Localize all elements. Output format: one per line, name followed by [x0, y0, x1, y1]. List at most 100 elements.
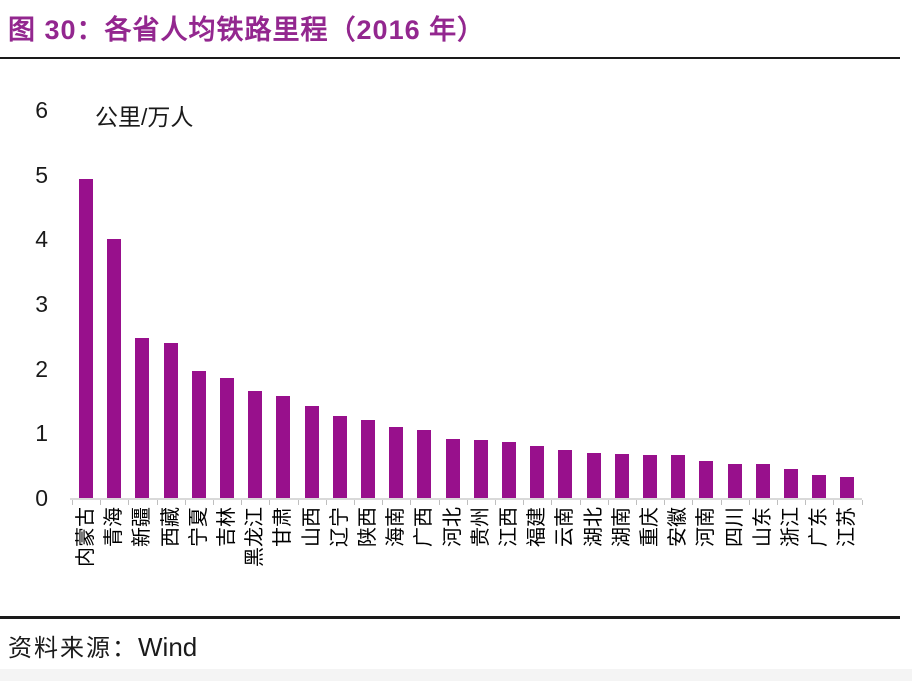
bar — [530, 446, 545, 498]
bar — [755, 464, 770, 498]
bar — [220, 377, 234, 498]
x-axis-category-label: 浙江 — [780, 507, 802, 547]
x-axis-category-label: 贵州 — [469, 507, 492, 547]
x-axis-tick — [325, 500, 327, 505]
bar — [614, 454, 629, 498]
bar — [163, 342, 178, 498]
x-axis-category-label: 湖南 — [610, 507, 633, 547]
x-axis-category-label: 青海 — [103, 507, 126, 547]
bar — [389, 426, 404, 498]
bar — [248, 391, 263, 498]
x-axis-tick — [861, 500, 863, 505]
x-axis-tick — [100, 500, 102, 505]
bar — [332, 415, 347, 498]
bar — [643, 454, 657, 498]
bar — [812, 474, 827, 498]
x-axis-tick — [410, 500, 412, 505]
bar — [361, 419, 375, 498]
y-axis-tick-label: 4 — [35, 226, 48, 253]
bar — [304, 405, 319, 498]
x-axis-category-label: 江苏 — [836, 507, 859, 547]
x-axis-category-label: 四川 — [723, 507, 746, 547]
bar — [417, 430, 432, 498]
bar — [79, 179, 93, 498]
x-axis-category-label: 陕西 — [357, 507, 379, 547]
x-axis-category-label: 新疆 — [131, 507, 154, 547]
y-axis-tick-label: 3 — [35, 290, 48, 317]
source-line: 资料来源：Wind — [8, 628, 197, 663]
bottom-gray-band — [0, 669, 912, 681]
x-axis-category-label: 湖北 — [582, 507, 605, 547]
x-axis-line — [70, 498, 862, 500]
bar — [558, 450, 573, 498]
x-axis-category-label: 辽宁 — [328, 507, 351, 547]
source-label: 资料来源： — [8, 636, 138, 662]
x-axis-tick — [635, 500, 637, 505]
bar — [191, 370, 206, 498]
x-axis-category-label: 河南 — [695, 507, 718, 547]
bar — [727, 463, 742, 498]
title-divider-line — [0, 57, 900, 59]
bar — [473, 439, 488, 498]
x-axis-tick — [353, 500, 355, 505]
chart-title: 图 30：各省人均铁路里程（2016 年） — [8, 15, 486, 45]
x-axis-category-label: 安徽 — [667, 507, 690, 547]
x-axis-tick — [551, 500, 553, 505]
bar-chart: 公里/万人 0 1 2 3 4 5 6 内蒙古 青海 新疆 西藏 宁夏 吉林 黑龙江 甘肃 山西 辽宁 陕西 海南… — [0, 60, 912, 615]
x-axis-tick — [494, 500, 496, 505]
x-axis-tick — [241, 500, 243, 505]
bar — [586, 452, 601, 498]
x-axis-category-label: 福建 — [526, 507, 549, 547]
x-axis-category-label: 西藏 — [159, 507, 182, 547]
x-axis-tick — [523, 500, 525, 505]
source-divider-line — [0, 616, 900, 619]
x-axis-tick — [776, 500, 778, 505]
y-axis-tick-label: 1 — [35, 420, 48, 447]
x-axis-tick — [269, 500, 271, 505]
x-axis-category-label: 宁夏 — [187, 507, 210, 547]
y-axis-tick-label: 5 — [35, 161, 48, 188]
x-axis-category-label: 海南 — [385, 507, 408, 547]
x-axis-tick — [438, 500, 440, 505]
x-axis-tick — [664, 500, 666, 505]
x-axis-tick — [128, 500, 130, 505]
bar — [840, 476, 855, 498]
x-axis-category-label: 黑龙江 — [244, 507, 267, 567]
x-axis-category-label: 重庆 — [639, 507, 661, 547]
bar — [107, 239, 122, 498]
bar — [135, 337, 150, 498]
x-axis-category-label: 甘肃 — [272, 507, 295, 547]
y-axis-tick-label: 0 — [35, 485, 48, 511]
x-axis-category-label: 江西 — [498, 507, 520, 547]
x-axis-tick — [156, 500, 158, 505]
x-axis-tick — [71, 500, 73, 505]
source-value: Wind — [138, 632, 198, 662]
x-axis-tick — [382, 500, 384, 505]
x-axis-category-label: 山东 — [751, 507, 774, 547]
y-axis-tick-label: 2 — [35, 355, 48, 382]
x-axis-category-label: 广西 — [413, 507, 436, 547]
x-axis-tick — [607, 500, 609, 505]
x-axis-tick — [720, 500, 722, 505]
x-axis-category-label: 吉林 — [216, 507, 238, 547]
bar — [445, 438, 460, 498]
x-axis-category-label: 山西 — [300, 507, 323, 547]
x-axis-tick — [692, 500, 694, 505]
x-axis-category-label: 河北 — [441, 507, 464, 547]
y-axis-unit-label: 公里/万人 — [95, 104, 194, 130]
x-axis-category-label: 内蒙古 — [75, 507, 97, 567]
x-axis-tick — [184, 500, 186, 505]
x-axis-tick — [466, 500, 468, 505]
x-axis-tick — [833, 500, 835, 505]
bar — [276, 396, 291, 498]
bar — [699, 461, 714, 498]
x-axis-tick — [212, 500, 214, 505]
bar — [671, 455, 686, 498]
x-axis-tick — [748, 500, 750, 505]
x-axis-category-label: 广东 — [808, 507, 831, 547]
x-axis-tick — [297, 500, 299, 505]
bar — [784, 468, 798, 498]
x-axis-category-label: 云南 — [554, 507, 577, 547]
y-axis-tick-label: 6 — [35, 96, 48, 123]
